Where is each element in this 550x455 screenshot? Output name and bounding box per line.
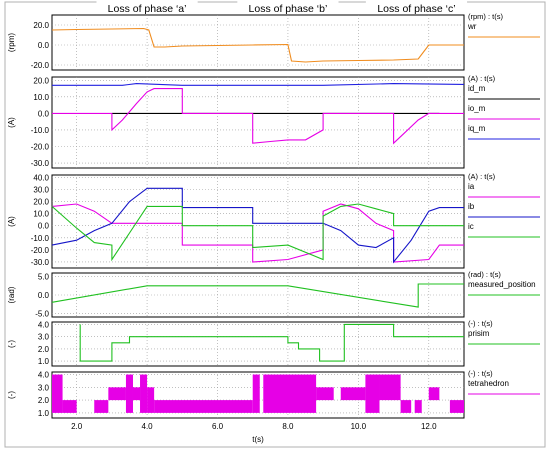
unit-label: (-) : t(s) [468, 369, 493, 378]
legend-label-ib: ib [468, 202, 475, 211]
legend-label-ia: ia [468, 182, 475, 191]
series-block-tetrahedron [62, 400, 77, 413]
series-block-tetrahedron [400, 400, 412, 413]
plot-area-3 [51, 272, 465, 318]
series-block-tetrahedron [132, 387, 141, 401]
y-axis-label: (rpm) [7, 33, 16, 52]
plot-area-1 [51, 76, 465, 169]
legend-label-id_m: id_m [468, 84, 486, 93]
unit-label: (A) : t(s) [468, 172, 496, 181]
y-tick-label: 1.0 [38, 409, 50, 418]
y-tick-label: 4.0 [38, 320, 50, 329]
annotation-bg [237, 1, 339, 14]
y-tick-label: -5.0 [35, 309, 49, 318]
series-block-tetrahedron [263, 374, 317, 413]
y-tick-label: 20.0 [33, 21, 49, 30]
series-line-ib [51, 187, 464, 264]
unit-label: (rpm) : t(s) [468, 12, 503, 21]
y-tick-label: 5.0 [38, 273, 50, 282]
series-block-tetrahedron [94, 400, 109, 413]
x-tick-label: 8.0 [282, 422, 294, 431]
plot-area-0 [51, 14, 465, 71]
y-tick-label: -20.0 [31, 142, 50, 151]
series-block-tetrahedron [108, 387, 126, 401]
series-block-tetrahedron [154, 400, 253, 413]
plot-area-4 [51, 321, 465, 367]
plot-area-2 [51, 174, 465, 269]
y-axis-label: (-) [7, 391, 16, 399]
y-tick-label: 3.0 [38, 333, 50, 342]
series-line-io_m [52, 88, 464, 145]
series-line-prisim [79, 323, 464, 362]
y-tick-label: 2.0 [38, 345, 50, 354]
y-tick-label: 1.0 [38, 357, 50, 366]
series-block-tetrahedron [147, 387, 155, 413]
x-tick-label: 2.0 [71, 422, 83, 431]
legend-label-tetrahedron: tetrahedron [468, 379, 509, 388]
y-tick-label: 20.0 [33, 198, 49, 207]
annotation-label: Loss of phase ‘b’ [249, 3, 328, 15]
series-block-tetrahedron [340, 387, 366, 401]
legend-label-prisim: prisim [468, 329, 490, 338]
x-tick-label: 10.0 [351, 422, 367, 431]
legend-label-io_m: io_m [468, 104, 486, 113]
y-tick-label: 0.0 [38, 291, 50, 300]
x-tick-label: 12.0 [421, 422, 437, 431]
y-tick-label: 40.0 [33, 173, 49, 182]
y-tick-label: 0.0 [38, 222, 50, 231]
y-tick-label: 10.0 [33, 93, 49, 102]
series-block-tetrahedron [365, 374, 380, 413]
series-line-measured_position [51, 283, 464, 308]
y-tick-label: 0.0 [38, 109, 50, 118]
annotation-label: Loss of phase ‘a’ [108, 3, 187, 15]
series-line-iq_m [52, 83, 465, 86]
y-axis-label: (-) [7, 340, 16, 348]
x-tick-label: 6.0 [212, 422, 224, 431]
series-block-tetrahedron [414, 400, 422, 413]
annotation-bg [96, 1, 198, 14]
series-block-tetrahedron [379, 374, 401, 401]
unit-label: (A) : t(s) [468, 74, 496, 83]
series-block-tetrahedron [428, 387, 440, 401]
unit-label: (-) : t(s) [468, 319, 493, 328]
unit-label: (rad) : t(s) [468, 270, 501, 279]
series-block-tetrahedron [125, 374, 133, 413]
y-tick-label: 10.0 [33, 210, 49, 219]
annotation-bg [365, 1, 468, 14]
y-tick-label: -10.0 [31, 126, 50, 135]
series-line-wr [51, 27, 464, 63]
series-block-tetrahedron [316, 387, 334, 401]
y-axis-label: (rad) [7, 286, 16, 303]
y-tick-label: -30.0 [31, 159, 50, 168]
series-block-tetrahedron [449, 400, 464, 413]
y-tick-label: 30.0 [33, 185, 49, 194]
y-axis-label: (A) [7, 216, 16, 227]
series-block-tetrahedron [140, 374, 148, 413]
legend-label-measured_position: measured_position [468, 280, 536, 289]
legend-label-ic: ic [468, 222, 474, 231]
series-block-tetrahedron [252, 374, 260, 413]
series-line-ic [51, 203, 464, 262]
y-tick-label: 4.0 [38, 371, 50, 380]
y-axis-label: (A) [7, 117, 16, 128]
annotation-label: Loss of phase ‘c’ [377, 3, 455, 15]
x-tick-label: 4.0 [142, 422, 154, 431]
y-tick-label: -10.0 [31, 234, 50, 243]
y-tick-label: -20.0 [31, 61, 50, 70]
y-tick-label: 3.0 [38, 383, 50, 392]
y-tick-label: -30.0 [31, 258, 50, 267]
legend-label-iq_m: iq_m [468, 124, 486, 133]
y-tick-label: 2.0 [38, 396, 50, 405]
y-tick-label: 0.0 [38, 41, 50, 50]
series-block-tetrahedron [52, 374, 63, 413]
legend-label-wr: wr [467, 22, 477, 31]
x-axis-label: t(s) [252, 435, 264, 444]
y-tick-label: 20.0 [33, 76, 49, 85]
y-tick-label: -20.0 [31, 246, 50, 255]
